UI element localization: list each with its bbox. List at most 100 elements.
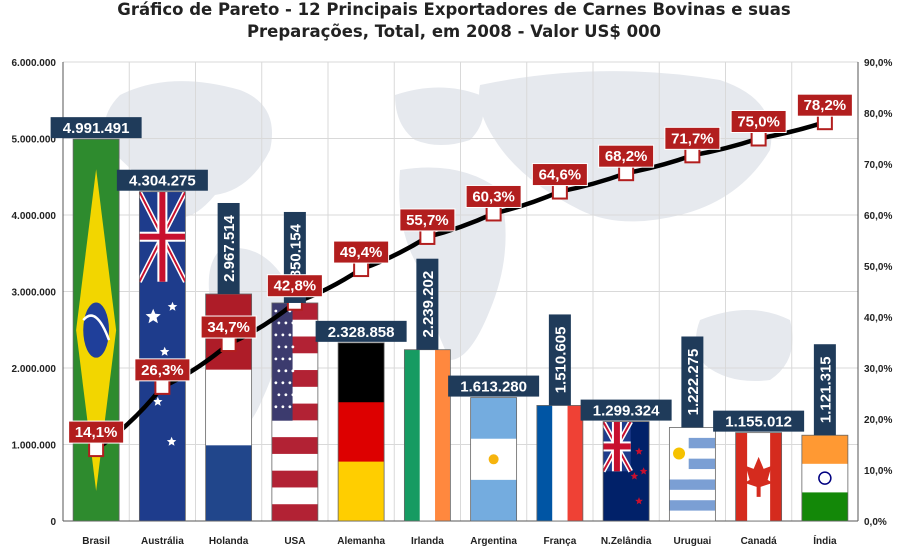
pct-label-box xyxy=(200,315,257,339)
value-label: 1.510.605 xyxy=(548,314,571,406)
pareto-marker xyxy=(88,441,105,458)
pct-label-text: 68,2% xyxy=(605,148,648,165)
value-label-box xyxy=(580,399,672,421)
pareto-marker xyxy=(750,130,767,147)
value-label-text: 2.239.202 xyxy=(420,271,437,338)
pareto-marker xyxy=(419,228,436,245)
pct-label-box xyxy=(796,93,853,117)
y-tick-label: 0 xyxy=(50,517,56,528)
y2-tick-label: 60,0% xyxy=(864,211,892,222)
y-tick-label: 1.000.000 xyxy=(12,441,57,452)
value-label-text: 1.299.324 xyxy=(593,403,660,420)
value-label: 1.222.275 xyxy=(681,336,704,428)
pareto-marker xyxy=(485,205,502,222)
value-label-text: 2.328.858 xyxy=(328,324,395,341)
x-tick-label: Brasil xyxy=(82,536,110,547)
bar xyxy=(536,405,583,521)
x-tick-label: Argentina xyxy=(470,536,517,547)
map-europe xyxy=(395,87,484,145)
pct-label: 55,7% xyxy=(399,208,456,232)
pct-label-box xyxy=(68,420,125,444)
y2-tick-label: 90,0% xyxy=(864,58,892,69)
value-label: 4.304.275 xyxy=(116,169,208,191)
pct-label-text: 60,3% xyxy=(472,188,515,205)
value-label-box xyxy=(813,344,836,436)
bar xyxy=(404,349,451,521)
pct-label-box xyxy=(531,163,588,187)
value-label: 2.967.514 xyxy=(217,202,240,294)
pct-label-box xyxy=(598,144,655,168)
value-label-box xyxy=(217,202,240,294)
value-label-text: 1.510.605 xyxy=(552,327,569,394)
value-label-box xyxy=(116,169,208,191)
value-label-box xyxy=(50,117,142,139)
pareto-marker xyxy=(816,114,833,131)
value-label-text: 4.304.275 xyxy=(129,173,196,190)
y2-tick-label: 30,0% xyxy=(864,364,892,375)
bar xyxy=(801,435,848,521)
chart-title-line-2: Preparações, Total, em 2008 - Valor US$ … xyxy=(246,22,662,41)
value-label: 1.613.280 xyxy=(448,375,540,397)
bar-outline xyxy=(72,138,120,522)
value-label-box xyxy=(713,410,805,432)
pareto-marker xyxy=(618,165,635,182)
pct-label: 34,7% xyxy=(200,315,257,339)
bar xyxy=(139,191,186,521)
pct-label-box xyxy=(134,358,191,382)
value-label-text: 1.155.012 xyxy=(725,414,792,431)
pct-label: 42,8% xyxy=(266,274,323,298)
chart-title-line-1: Gráfico de Pareto - 12 Principais Export… xyxy=(117,0,791,19)
pct-label-text: 78,2% xyxy=(804,97,847,114)
pct-label-text: 55,7% xyxy=(406,212,449,229)
pct-label-text: 42,8% xyxy=(274,278,317,295)
bar-outline xyxy=(138,191,186,522)
pct-label: 49,4% xyxy=(333,240,390,264)
pct-label-box xyxy=(664,126,721,150)
value-label: 1.121.315 xyxy=(813,344,836,436)
value-label-box xyxy=(416,258,439,350)
value-label-box xyxy=(448,375,540,397)
pct-label-box xyxy=(333,240,390,264)
pct-label-box xyxy=(266,274,323,298)
x-tick-label: Irlanda xyxy=(411,536,444,547)
y-tick-label: 6.000.000 xyxy=(12,58,57,69)
pct-label-text: 75,0% xyxy=(737,114,780,131)
pct-label: 71,7% xyxy=(664,126,721,150)
pct-label: 78,2% xyxy=(796,93,853,117)
pct-label: 14,1% xyxy=(68,420,125,444)
value-label: 4.991.491 xyxy=(50,117,142,139)
bar-outline xyxy=(602,421,650,522)
pct-label-text: 49,4% xyxy=(340,244,383,261)
value-label-text: 1.613.280 xyxy=(460,379,527,396)
pct-label-text: 71,7% xyxy=(671,130,714,147)
pct-label-text: 64,6% xyxy=(539,167,582,184)
pareto-marker xyxy=(684,147,701,164)
pareto-marker xyxy=(220,336,237,353)
y2-tick-label: 0,0% xyxy=(864,517,887,528)
pct-label-text: 14,1% xyxy=(75,424,118,441)
y2-tick-label: 10,0% xyxy=(864,466,892,477)
pct-label: 68,2% xyxy=(598,144,655,168)
data-labels: 4.991.491 4.304.275 2.967.514 2.850.154 2.32… xyxy=(50,93,853,444)
y2-tick-label: 20,0% xyxy=(864,415,892,426)
value-label-box xyxy=(548,314,571,406)
pct-label: 26,3% xyxy=(134,358,191,382)
value-label-text: 1.121.315 xyxy=(817,356,834,423)
pct-label-box xyxy=(465,184,522,208)
value-label: 1.155.012 xyxy=(713,410,805,432)
pareto-marker xyxy=(353,261,370,278)
x-tick-label: Índia xyxy=(813,534,837,547)
y2-tick-label: 70,0% xyxy=(864,160,892,171)
map-australia xyxy=(696,310,793,381)
pct-label-text: 26,3% xyxy=(141,362,184,379)
x-tick-label: Uruguai xyxy=(673,536,711,547)
value-label-text: 4.991.491 xyxy=(63,120,130,137)
value-label: 1.299.324 xyxy=(580,399,672,421)
bar xyxy=(271,302,318,521)
pareto-marker xyxy=(154,378,171,395)
x-tick-label: USA xyxy=(284,536,305,547)
bar-outline xyxy=(735,432,783,522)
value-label: 2.328.858 xyxy=(315,320,407,342)
y2-tick-label: 80,0% xyxy=(864,109,892,120)
